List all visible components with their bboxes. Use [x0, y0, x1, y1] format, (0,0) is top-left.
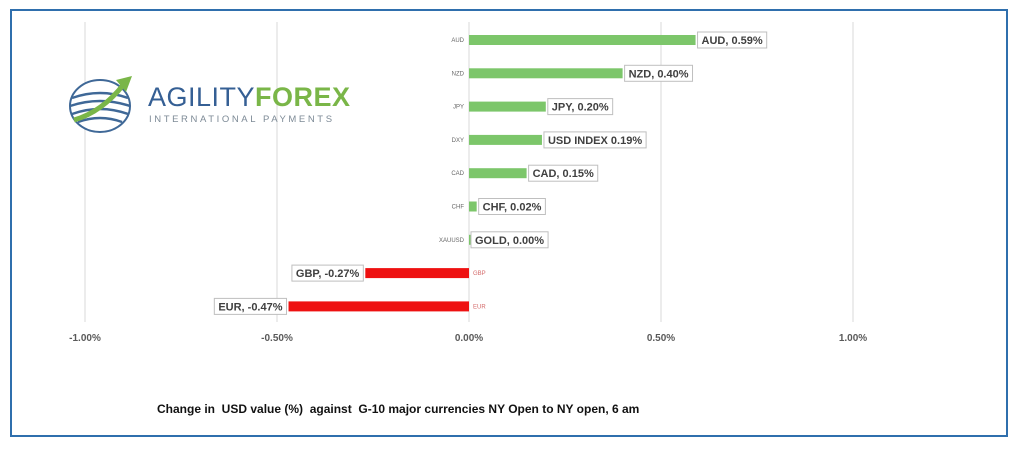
logo-name-part1: AGILITY	[148, 82, 256, 112]
bar	[469, 134, 542, 145]
data-label: CHF, 0.02%	[483, 202, 542, 214]
bar	[469, 168, 527, 179]
data-label: NZD, 0.40%	[629, 68, 689, 80]
company-logo: AGILITYFOREX INTERNATIONAL PAYMENTS	[66, 70, 356, 136]
x-tick-label: 0.00%	[455, 333, 483, 344]
bar	[365, 268, 469, 279]
data-label: GBP, -0.27%	[296, 268, 360, 280]
category-label: GBP	[473, 271, 486, 277]
data-label-box	[697, 31, 768, 49]
chart-caption: Change in USD value (%) against G-10 maj…	[157, 402, 640, 416]
category-label: DXY	[452, 138, 464, 144]
category-label: CAD	[451, 171, 464, 177]
data-label-box	[528, 164, 599, 182]
bar	[469, 201, 477, 212]
category-label: AUD	[451, 38, 464, 44]
chart-frame	[10, 9, 1008, 437]
data-label: AUD, 0.59%	[702, 35, 763, 47]
bar	[288, 301, 469, 312]
x-tick-label: -0.50%	[261, 333, 293, 344]
data-label-box	[543, 131, 647, 149]
category-label: XAUUSD	[439, 238, 465, 244]
data-label: JPY, 0.20%	[552, 102, 609, 114]
data-label: EUR, -0.47%	[218, 301, 282, 313]
data-label: USD INDEX 0.19%	[548, 135, 642, 147]
data-label-box	[470, 231, 549, 249]
bar	[469, 35, 696, 45]
globe-arrow-icon	[69, 76, 132, 133]
data-label-box	[478, 198, 546, 215]
data-label-box	[547, 98, 614, 116]
data-label-box	[291, 264, 364, 282]
data-label-box	[624, 64, 694, 82]
bar	[469, 234, 471, 245]
logo-name-part2: FOREX	[255, 82, 351, 112]
data-label: GOLD, 0.00%	[475, 235, 544, 247]
category-label: EUR	[473, 304, 486, 310]
x-tick-label: -1.00%	[69, 333, 101, 344]
bar	[469, 68, 623, 79]
data-label: CAD, 0.15%	[533, 168, 594, 180]
category-label: JPY	[453, 105, 464, 111]
logo-wordmark: AGILITYFOREX	[148, 82, 351, 113]
category-label: NZD	[452, 71, 465, 77]
x-tick-label: 1.00%	[839, 333, 867, 344]
bar	[469, 101, 546, 112]
data-label-box	[213, 297, 288, 315]
category-label: CHF	[452, 205, 465, 211]
x-tick-label: 0.50%	[647, 333, 675, 344]
logo-tagline: INTERNATIONAL PAYMENTS	[149, 114, 335, 125]
